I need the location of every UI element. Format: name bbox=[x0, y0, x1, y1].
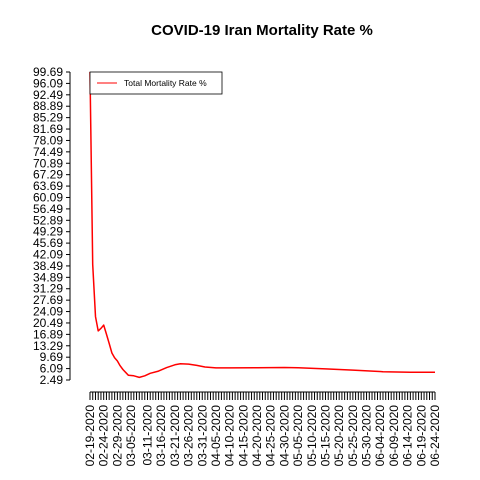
y-tick-label: 20.49 bbox=[33, 316, 63, 330]
x-tick-label: 05-15-2020 bbox=[318, 405, 332, 467]
y-tick-label: 16.89 bbox=[33, 327, 63, 341]
y-tick-label: 81.69 bbox=[33, 122, 63, 136]
x-tick-label: 05-30-2020 bbox=[360, 405, 374, 467]
y-tick-label: 6.09 bbox=[40, 362, 64, 376]
y-tick-label: 74.49 bbox=[33, 145, 63, 159]
y-tick-label: 24.09 bbox=[33, 305, 63, 319]
x-tick-label: 05-05-2020 bbox=[291, 405, 305, 467]
x-tick-label: 03-21-2020 bbox=[168, 405, 182, 467]
y-axis-ticks: 2.496.099.6913.2916.8920.4924.0927.6931.… bbox=[33, 65, 70, 387]
chart-title: COVID-19 Iran Mortality Rate % bbox=[151, 22, 373, 39]
legend-box bbox=[89, 71, 223, 95]
y-tick-label: 88.89 bbox=[33, 99, 63, 113]
x-tick-label: 04-05-2020 bbox=[209, 405, 223, 467]
x-tick-label: 04-20-2020 bbox=[250, 405, 264, 467]
y-tick-label: 92.49 bbox=[33, 88, 63, 102]
y-tick-label: 60.09 bbox=[33, 190, 63, 204]
x-tick-label: 04-30-2020 bbox=[277, 405, 291, 467]
y-tick-label: 42.09 bbox=[33, 248, 63, 262]
y-tick-label: 56.49 bbox=[33, 202, 63, 216]
y-tick-label: 45.69 bbox=[33, 236, 63, 250]
y-tick-label: 31.29 bbox=[33, 282, 63, 296]
x-tick-label: 03-26-2020 bbox=[182, 405, 196, 467]
x-tick-label: 04-15-2020 bbox=[236, 405, 250, 467]
x-tick-label: 05-20-2020 bbox=[332, 405, 346, 467]
legend-label: Total Mortality Rate % bbox=[124, 78, 207, 88]
y-tick-label: 96.09 bbox=[33, 76, 63, 90]
x-tick-label: 03-11-2020 bbox=[141, 405, 155, 466]
x-tick-label: 03-31-2020 bbox=[195, 405, 209, 467]
x-tick-label: 03-16-2020 bbox=[154, 405, 168, 467]
x-tick-label: 02-29-2020 bbox=[110, 405, 124, 467]
y-tick-label: 38.49 bbox=[33, 259, 63, 273]
y-tick-label: 78.09 bbox=[33, 133, 63, 147]
x-axis-ticks: 02-19-2020 02-24-2020 02-29-2020 03-05-2020… bbox=[83, 391, 442, 467]
y-tick-label: 99.69 bbox=[33, 65, 63, 79]
y-tick-label: 70.89 bbox=[33, 156, 63, 170]
y-tick-label: 49.29 bbox=[33, 225, 63, 239]
x-tick-label: 04-25-2020 bbox=[264, 405, 278, 467]
x-tick-label: 05-25-2020 bbox=[346, 405, 360, 467]
x-tick-label: 03-05-2020 bbox=[124, 405, 138, 467]
y-tick-label: 85.29 bbox=[33, 111, 63, 125]
legend: Total Mortality Rate % bbox=[89, 71, 223, 95]
x-tick-label: 06-14-2020 bbox=[401, 405, 415, 467]
x-tick-label: 06-24-2020 bbox=[428, 405, 442, 467]
y-tick-label: 13.29 bbox=[33, 339, 63, 353]
x-tick-label: 06-09-2020 bbox=[387, 405, 401, 467]
x-tick-label: 06-19-2020 bbox=[414, 405, 428, 467]
y-tick-label: 63.69 bbox=[33, 179, 63, 193]
y-tick-label: 2.49 bbox=[40, 373, 64, 387]
series-line-total-mortality-rate bbox=[89, 71, 435, 379]
y-tick-label: 34.89 bbox=[33, 270, 63, 284]
y-tick-label: 67.29 bbox=[33, 168, 63, 182]
x-tick-label: 02-24-2020 bbox=[97, 405, 111, 467]
x-tick-label: 06-04-2020 bbox=[373, 405, 387, 467]
x-tick-label: 04-10-2020 bbox=[223, 405, 237, 467]
x-tick-label: 02-19-2020 bbox=[83, 405, 97, 467]
x-tick-label: 05-10-2020 bbox=[305, 405, 319, 467]
y-tick-label: 27.69 bbox=[33, 293, 63, 307]
y-tick-label: 9.69 bbox=[40, 350, 64, 364]
series-layer bbox=[89, 71, 435, 379]
y-tick-label: 52.89 bbox=[33, 213, 63, 227]
